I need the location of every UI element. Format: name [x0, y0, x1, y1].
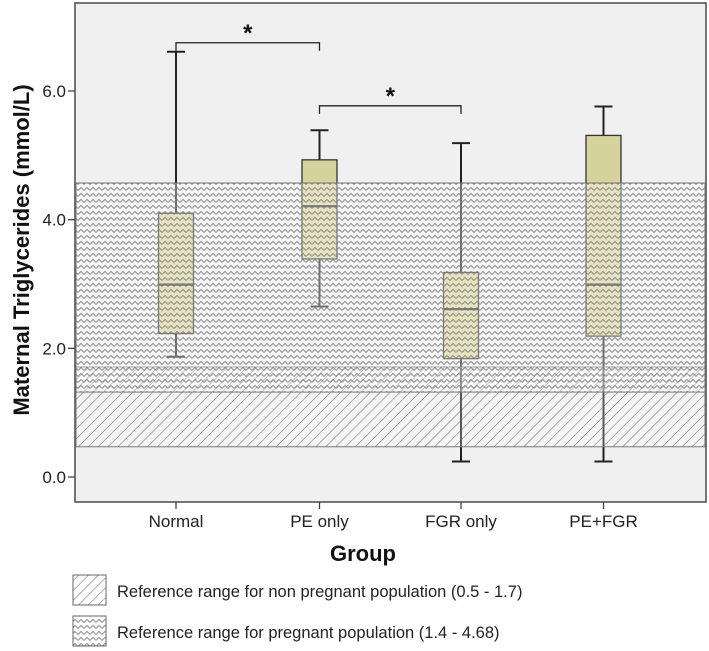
legend-label-pregnant: Reference range for pregnant population …	[117, 624, 500, 642]
significance-marker: *	[386, 83, 396, 110]
x-tick-label: PE+FGR	[569, 512, 638, 531]
significance-bracket	[318, 105, 462, 114]
significance-marker: *	[243, 20, 253, 47]
y-tick-label: 0.0	[42, 468, 66, 487]
x-tick-label: Normal	[149, 512, 204, 531]
y-tick-label: 2.0	[42, 339, 66, 358]
x-tick-label: FGR only	[425, 512, 497, 531]
y-tick-label: 6.0	[42, 82, 66, 101]
x-tick-label: PE only	[290, 512, 349, 531]
y-axis-title: Maternal Triglycerides (mmol/L)	[9, 84, 34, 415]
reference-band-pregnant	[75, 182, 706, 393]
legend-swatch-zigzag	[72, 615, 107, 647]
y-tick-label: 4.0	[42, 211, 66, 230]
x-axis-title: Group	[330, 541, 396, 566]
legend: Reference range for non pregnant populat…	[72, 574, 522, 647]
legend-swatch-diagonal	[72, 574, 107, 606]
legend-label-non-pregnant: Reference range for non pregnant populat…	[117, 583, 522, 601]
significance-bracket	[175, 42, 321, 51]
